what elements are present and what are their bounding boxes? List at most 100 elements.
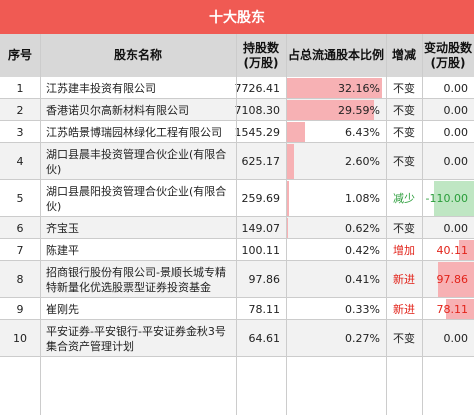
ratio-value: 0.33% xyxy=(345,302,380,316)
table-row: 10 平安证券-平安银行-平安证券金秋3号集合资产管理计划 64.61 0.27% 不变… xyxy=(0,320,474,357)
ratio-cell: 1.08% xyxy=(286,180,386,217)
table-row: 1 江苏建丰投资有限公司 7726.41 32.16% 不变 0.00 xyxy=(0,77,474,99)
shareholder-name: 香港诺贝尔高新材料有限公司 xyxy=(46,103,189,117)
row-index: 2 xyxy=(16,103,24,117)
ratio-cell: 0.42% xyxy=(286,239,386,261)
shares-held: 7108.30 xyxy=(234,103,281,117)
ratio-value: 0.41% xyxy=(345,273,380,286)
shares-held: 149.07 xyxy=(241,221,281,235)
change-value: 0.00 xyxy=(443,155,469,168)
change-value: -110.00 xyxy=(425,192,468,205)
change-value-cell: 0.00 xyxy=(422,320,474,357)
ratio-bar xyxy=(286,144,294,179)
table-row: 3 江苏皓景博瑞园林绿化工程有限公司 1545.29 6.43% 不变 0.00 xyxy=(0,121,474,143)
col-header-change: 增减 xyxy=(391,48,416,62)
shareholder-name: 江苏皓景博瑞园林绿化工程有限公司 xyxy=(46,125,222,139)
change-status: 新进 xyxy=(393,273,415,286)
row-index: 3 xyxy=(16,125,24,139)
shareholder-name: 平安证券-平安银行-平安证券金秋3号集合资产管理计划 xyxy=(46,324,226,353)
shareholder-name: 湖口县晨阳投资管理合伙企业(有限合伙) xyxy=(46,184,227,213)
ratio-cell: 0.62% xyxy=(286,217,386,239)
change-value: 0.00 xyxy=(443,103,469,117)
shareholder-name: 陈建平 xyxy=(46,243,79,257)
change-value-cell: -110.00 xyxy=(422,180,474,217)
table-row: 7 陈建平 100.11 0.42% 增加 40.11 xyxy=(0,239,474,261)
shareholder-name: 招商银行股份有限公司-景顺长城专精特新量化优选股票型证券投资基金 xyxy=(46,265,226,294)
ratio-bar xyxy=(286,181,290,216)
ratio-cell: 6.43% xyxy=(286,121,386,143)
ratio-cell: 32.16% xyxy=(286,77,386,99)
ratio-bar xyxy=(286,78,382,98)
change-bar xyxy=(445,299,474,319)
ratio-value: 0.42% xyxy=(345,243,380,257)
change-value: 97.86 xyxy=(436,273,469,286)
change-status: 不变 xyxy=(393,332,415,345)
row-index: 5 xyxy=(16,192,24,205)
row-index: 7 xyxy=(16,243,24,257)
change-status: 增加 xyxy=(393,243,415,257)
change-value-cell: 97.86 xyxy=(422,261,474,298)
shareholder-name: 崔刚先 xyxy=(46,302,79,316)
row-index: 8 xyxy=(16,273,24,286)
change-value: 78.11 xyxy=(436,302,469,316)
shareholder-name: 齐宝玉 xyxy=(46,221,79,235)
ratio-cell: 2.60% xyxy=(286,143,386,180)
change-bar xyxy=(459,240,474,260)
shareholder-name: 湖口县晨丰投资管理合伙企业(有限合伙) xyxy=(46,147,227,176)
change-value: 0.00 xyxy=(443,332,469,345)
ratio-cell: 0.33% xyxy=(286,298,386,320)
ratio-value: 32.16% xyxy=(338,81,380,95)
table-row: 4 湖口县晨丰投资管理合伙企业(有限合伙) 625.17 2.60% 不变 0.00 xyxy=(0,143,474,180)
change-bar xyxy=(434,181,474,216)
row-index: 10 xyxy=(13,332,27,345)
row-index: 6 xyxy=(16,221,24,235)
change-status: 减少 xyxy=(393,192,415,205)
col-header-ratio: 占总流通股本比例 xyxy=(287,48,384,62)
shares-held: 259.69 xyxy=(241,192,281,205)
change-bar xyxy=(438,262,474,297)
change-value-cell: 0.00 xyxy=(422,121,474,143)
change-value-cell: 0.00 xyxy=(422,143,474,180)
change-value-cell: 40.11 xyxy=(422,239,474,261)
shares-held: 64.61 xyxy=(248,332,281,345)
change-value-cell: 0.00 xyxy=(422,217,474,239)
ratio-value: 2.60% xyxy=(345,155,380,168)
table-row: 6 齐宝玉 149.07 0.62% 不变 0.00 xyxy=(0,217,474,239)
table-row: 8 招商银行股份有限公司-景顺长城专精特新量化优选股票型证券投资基金 97.86 0.… xyxy=(0,261,474,298)
row-index: 9 xyxy=(16,302,24,316)
row-index: 4 xyxy=(16,155,24,168)
table-title: 十大股东 xyxy=(0,0,474,34)
row-index: 1 xyxy=(16,81,24,95)
ratio-cell: 0.41% xyxy=(286,261,386,298)
change-value-cell: 0.00 xyxy=(422,77,474,99)
table-row: 5 湖口县晨阳投资管理合伙企业(有限合伙) 259.69 1.08% 减少 -110.00 xyxy=(0,180,474,217)
table-row: 2 香港诺贝尔高新材料有限公司 7108.30 29.59% 不变 0.00 xyxy=(0,99,474,121)
table-row: 9 崔刚先 78.11 0.33% 新进 78.11 xyxy=(0,298,474,320)
col-header-change-value: 变动股数 (万股) xyxy=(423,40,472,70)
change-status: 不变 xyxy=(393,125,415,139)
change-status: 新进 xyxy=(393,302,415,316)
change-value: 40.11 xyxy=(436,243,469,257)
change-status: 不变 xyxy=(393,221,415,235)
ratio-value: 6.43% xyxy=(345,125,380,139)
change-status: 不变 xyxy=(393,155,415,168)
ratio-cell: 29.59% xyxy=(286,99,386,121)
col-header-idx: 序号 xyxy=(7,48,32,62)
shares-held: 78.11 xyxy=(248,302,281,316)
change-value: 0.00 xyxy=(443,125,469,139)
change-value-cell: 0.00 xyxy=(422,99,474,121)
change-status: 不变 xyxy=(393,81,415,95)
ratio-value: 29.59% xyxy=(338,103,380,117)
col-header-shares: 持股数 (万股) xyxy=(242,40,279,70)
change-value: 0.00 xyxy=(443,221,469,235)
ratio-value: 0.62% xyxy=(345,221,380,235)
ratio-bar xyxy=(286,122,306,142)
ratio-value: 1.08% xyxy=(345,192,380,205)
ratio-cell: 0.27% xyxy=(286,320,386,357)
col-header-name: 股东名称 xyxy=(113,48,162,62)
ratio-value: 0.27% xyxy=(345,332,380,345)
shares-held: 97.86 xyxy=(248,273,281,286)
shareholder-name: 江苏建丰投资有限公司 xyxy=(46,81,156,95)
change-value-cell: 78.11 xyxy=(422,298,474,320)
